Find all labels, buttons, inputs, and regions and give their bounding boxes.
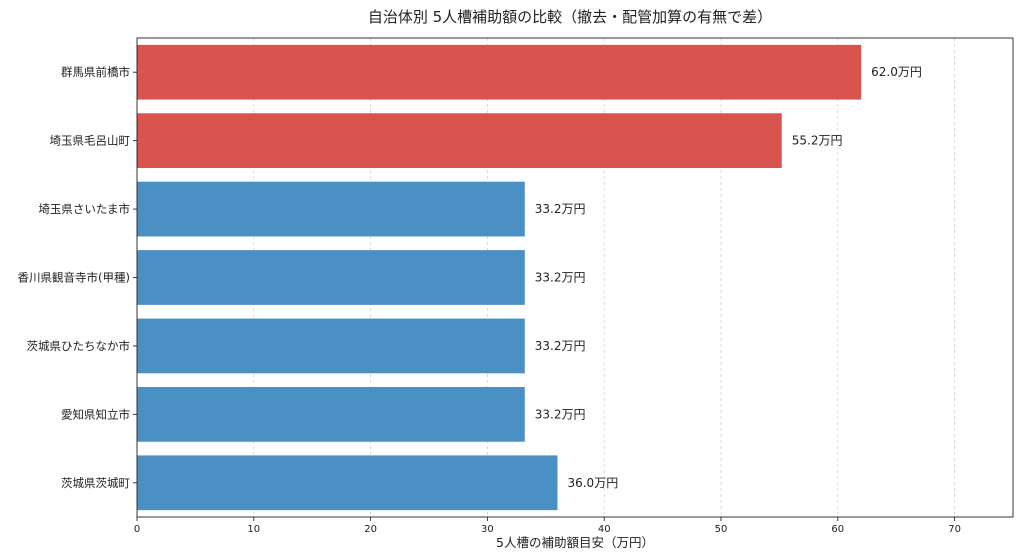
bar xyxy=(137,113,782,169)
y-tick-label: 埼玉県毛呂山町 xyxy=(50,134,131,148)
x-tick-label: 20 xyxy=(364,524,377,535)
y-tick-label: 埼玉県さいたま市 xyxy=(38,202,130,216)
x-tick-label: 40 xyxy=(598,524,611,535)
bar-value-label: 33.2万円 xyxy=(535,339,586,353)
bar-value-label: 33.2万円 xyxy=(535,407,586,421)
x-tick-label: 60 xyxy=(831,524,844,535)
bar-value-label: 33.2万円 xyxy=(535,202,586,216)
y-tick-label: 茨城県ひたちなか市 xyxy=(27,339,131,353)
chart-title: 自治体別 5人槽補助額の比較（撤去・配管加算の有無で差） xyxy=(368,8,772,26)
bar-value-label: 62.0万円 xyxy=(871,65,922,79)
bars: 62.0万円 55.2万円 33.2万円 33.2万円 33.2万円 33.2万円 36.0… xyxy=(137,44,922,511)
bar xyxy=(137,455,558,511)
y-tick-label: 香川県観音寺市(甲種) xyxy=(18,271,130,285)
bar-value-label: 33.2万円 xyxy=(535,271,586,285)
bar xyxy=(137,181,525,237)
y-tick-label: 愛知県知立市 xyxy=(61,407,130,421)
bar xyxy=(137,250,525,305)
x-tick-label: 70 xyxy=(948,524,961,535)
x-axis-label: 5人槽の補助額目安（万円） xyxy=(496,535,654,550)
x-tick-label: 10 xyxy=(247,524,260,535)
x-axis-ticks: 0 10 20 30 40 50 60 70 xyxy=(134,517,961,535)
bar-value-label: 55.2万円 xyxy=(792,134,843,148)
bar-value-label: 36.0万円 xyxy=(567,476,618,490)
bar xyxy=(137,44,862,100)
x-tick-label: 0 xyxy=(134,524,140,535)
y-tick-label: 群馬県前橋市 xyxy=(61,65,130,79)
bar xyxy=(137,318,525,374)
x-tick-label: 50 xyxy=(715,524,728,535)
y-tick-label: 茨城県茨城町 xyxy=(61,476,130,490)
x-tick-label: 30 xyxy=(481,524,494,535)
bar xyxy=(137,386,525,442)
